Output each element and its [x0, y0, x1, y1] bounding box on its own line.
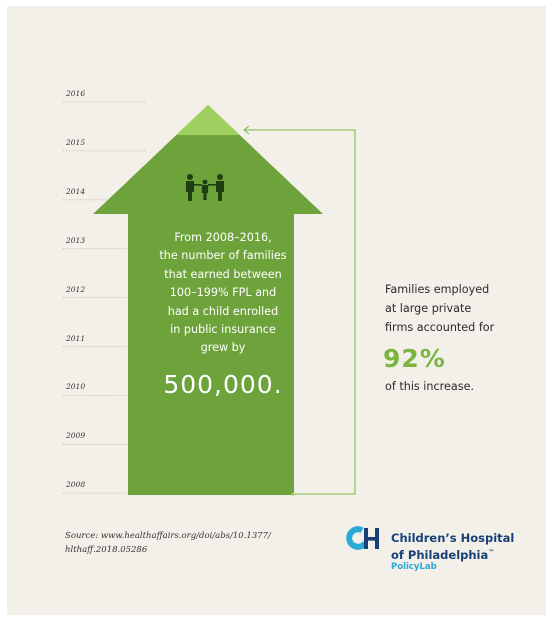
logo-sub: PolicyLab — [391, 562, 437, 572]
arrow-description: From 2008–2016, the number of families t… — [137, 229, 309, 358]
callout-bracket-dot — [291, 492, 295, 496]
arrow-line: had a child enrolled — [167, 304, 279, 318]
year-label-2009: 2009 — [66, 431, 86, 441]
infographic-card: 2016 2015 2014 2013 2012 2011 2010 2009 2008 Fro… — [7, 6, 546, 615]
source-line: Source: www.healthaffairs.org/doi/abs/10… — [65, 531, 271, 541]
family-icon — [186, 174, 224, 201]
logo-name: Children’s Hospital of Philadelphia™ — [391, 531, 515, 562]
year-label-2014: 2014 — [66, 186, 86, 196]
arrow-line: grew by — [200, 341, 246, 355]
callout-suffix: of this increase. — [385, 380, 475, 393]
arrow-line: the number of families — [159, 249, 287, 263]
growth-arrow-tip — [176, 105, 240, 135]
year-label-2013: 2013 — [66, 235, 86, 245]
callout-line: Families employed — [385, 283, 490, 296]
callout-line: at large private — [385, 301, 472, 315]
year-label-2016: 2016 — [66, 89, 86, 98]
callout-text: Families employed at large private firms… — [385, 281, 535, 337]
callout-line: firms accounted for — [385, 320, 495, 334]
growth-arrow — [93, 105, 323, 495]
year-label-2015: 2015 — [66, 137, 86, 147]
arrow-line: From 2008–2016, — [174, 231, 272, 244]
year-label-2010: 2010 — [66, 382, 86, 392]
year-label-2012: 2012 — [66, 284, 86, 294]
arrow-line: that earned between — [164, 267, 282, 281]
callout-bracket — [243, 125, 356, 495]
arrow-line: in public insurance — [170, 323, 276, 337]
arrow-line: 100–199% FPL and — [169, 286, 277, 300]
year-gridlines — [63, 101, 147, 494]
source-citation: Source: www.healthaffairs.org/doi/abs/10… — [65, 530, 305, 557]
year-label-2008: 2008 — [66, 480, 86, 490]
logo-name-line: Children’s Hospital — [391, 531, 515, 545]
logo-name-line: of Philadelphia™ — [391, 547, 495, 562]
callout-percentage: 92% — [383, 344, 446, 373]
infographic-graphics — [63, 101, 379, 550]
year-label-2011: 2011 — [66, 333, 86, 343]
trademark: ™ — [488, 548, 495, 556]
chop-logo-icon — [346, 526, 379, 550]
source-line: hlthaff.2018.05286 — [65, 544, 148, 555]
growth-number: 500,000. — [163, 370, 283, 399]
